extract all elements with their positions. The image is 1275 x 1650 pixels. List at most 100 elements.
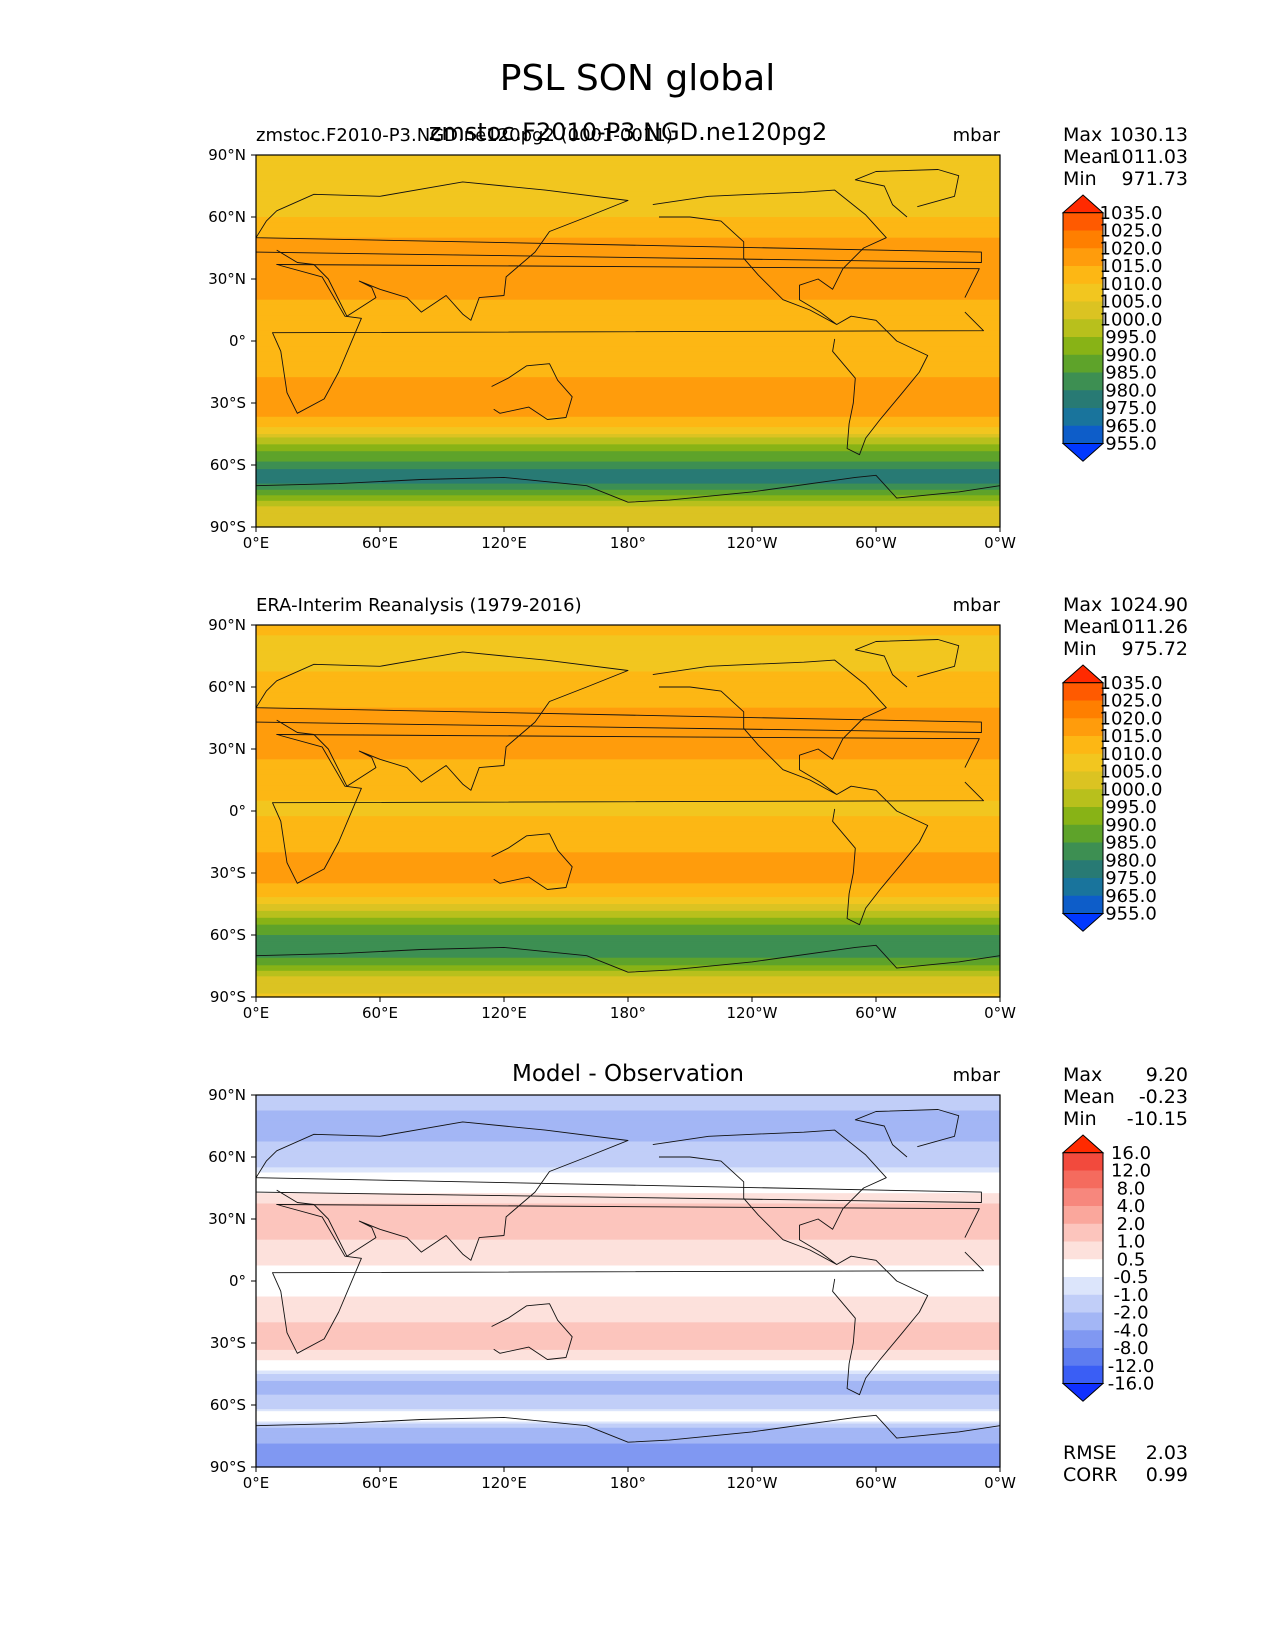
colorbar-bin	[1063, 682, 1103, 701]
contour-band	[256, 268, 1000, 275]
contour-band	[256, 498, 1000, 502]
colorbar-bin	[1063, 1259, 1103, 1278]
contour-band	[256, 1405, 1000, 1408]
contour-band	[256, 341, 1000, 347]
colorbar-bin	[1063, 212, 1103, 231]
contour-band	[256, 351, 1000, 358]
panel-title: Model - Observation	[512, 1061, 744, 1087]
contour-band	[256, 785, 1000, 791]
contour-band	[256, 406, 1000, 411]
contour-band	[256, 1244, 1000, 1251]
contour-band	[256, 1370, 1000, 1375]
contour-band	[256, 469, 1000, 472]
contour-band	[256, 170, 1000, 177]
north-america-outline	[652, 659, 887, 795]
contour-band	[256, 1429, 1000, 1434]
contour-band	[256, 1275, 1000, 1282]
y-tick-label: 60°S	[210, 1396, 246, 1414]
contour-band	[256, 1229, 1000, 1236]
contour-band	[256, 650, 1000, 657]
contour-band	[256, 1172, 1000, 1179]
contour-band	[256, 945, 1000, 948]
colorbar-level-label: 980.0	[1105, 850, 1157, 871]
colorbar-level-label: -8.0	[1113, 1338, 1148, 1359]
colorbar-bin	[1063, 1277, 1103, 1296]
contour-band	[256, 413, 1000, 418]
contour-band	[256, 1151, 1000, 1158]
contour-band	[256, 702, 1000, 709]
contour-band	[256, 965, 1000, 969]
contour-band	[256, 976, 1000, 981]
contour-band	[256, 427, 1000, 432]
contour-band	[256, 1346, 1000, 1351]
colorbar-bin	[1063, 1312, 1103, 1331]
south-america-outline	[832, 785, 929, 926]
contour-band	[256, 718, 1000, 724]
colorbar-level-label: 1010.0	[1100, 744, 1163, 765]
contour-band	[256, 1110, 1000, 1117]
panel-units-label: mbar	[953, 595, 1001, 616]
colorbar-level-label: -12.0	[1108, 1356, 1155, 1377]
contour-band	[256, 315, 1000, 321]
colorbar-bin	[1063, 1188, 1103, 1207]
contour-band	[256, 273, 1000, 280]
colorbar-level-label: 1020.0	[1100, 238, 1163, 259]
contour-band	[256, 1131, 1000, 1137]
contour-band	[256, 1360, 1000, 1365]
contour-band	[256, 458, 1000, 463]
contour-band	[256, 1374, 1000, 1379]
contour-band	[256, 883, 1000, 888]
contour-band	[256, 201, 1000, 208]
contour-band	[256, 1167, 1000, 1174]
contour-band	[256, 943, 1000, 946]
contour-band	[256, 676, 1000, 683]
contour-band	[256, 325, 1000, 332]
contour-band	[256, 1193, 1000, 1199]
contour-band	[256, 738, 1000, 745]
contour-band	[256, 1380, 1000, 1385]
contour-band	[256, 294, 1000, 301]
colorbar-bin	[1063, 824, 1103, 843]
colorbar-bin	[1063, 390, 1103, 409]
north-america-outline	[652, 1129, 887, 1265]
colorbar-bin	[1063, 789, 1103, 808]
colorbar-level-label: 16.0	[1111, 1143, 1151, 1164]
contour-band	[256, 831, 1000, 838]
contour-band	[256, 1409, 1000, 1412]
contour-band	[256, 937, 1000, 940]
contour-band	[256, 1363, 1000, 1368]
contour-band	[256, 805, 1000, 812]
contour-band	[256, 816, 1000, 822]
panel-title: zmstoc.F2010-P3.NGD.ne120pg2	[429, 118, 828, 146]
contour-band	[256, 1234, 1000, 1241]
contour-band	[256, 749, 1000, 755]
panel-left-label: zmstoc.F2010-P3.NGD.ne120pg2 (0001-0011)	[256, 125, 673, 146]
contour-band	[256, 451, 1000, 456]
contour-band	[256, 1291, 1000, 1298]
colorbar-level-label: 985.0	[1105, 833, 1157, 854]
x-tick-label: 60°W	[855, 1474, 897, 1492]
contour-band	[256, 487, 1000, 491]
x-tick-label: 60°W	[855, 534, 897, 552]
contour-band	[256, 1146, 1000, 1153]
stat-value-mean: 1011.26	[1109, 616, 1188, 638]
y-tick-label: 0°	[229, 332, 246, 350]
x-tick-label: 60°E	[362, 534, 398, 552]
colorbar-bin	[1063, 1170, 1103, 1189]
colorbar-level-label: 955.0	[1105, 434, 1157, 455]
contour-band	[256, 811, 1000, 817]
colorbar-level-label: 1000.0	[1100, 309, 1163, 330]
contour-band	[256, 1219, 1000, 1225]
colorbar-bin	[1063, 1241, 1103, 1260]
x-tick-label: 0°E	[243, 1474, 270, 1492]
stat-value-min: 971.73	[1122, 168, 1188, 190]
contour-band	[256, 1384, 1000, 1389]
contour-band	[256, 1120, 1000, 1127]
contour-band	[256, 253, 1000, 259]
contour-band	[256, 1425, 1000, 1429]
x-tick-label: 60°E	[362, 1004, 398, 1022]
contour-band	[256, 503, 1000, 507]
contour-band	[256, 743, 1000, 750]
contour-band	[256, 862, 1000, 869]
x-tick-label: 180°	[610, 1474, 646, 1492]
